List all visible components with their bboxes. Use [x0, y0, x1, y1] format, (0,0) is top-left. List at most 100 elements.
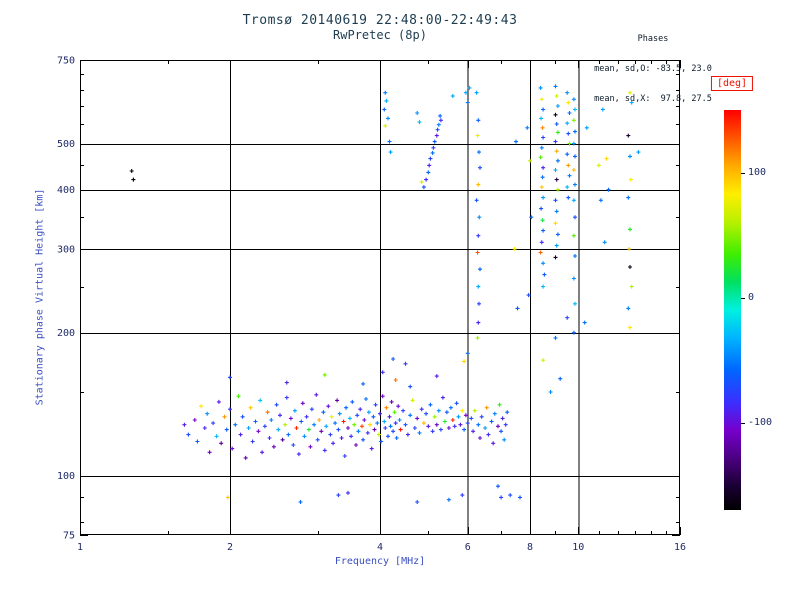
scatter-point	[391, 429, 396, 434]
scatter-point	[571, 330, 576, 335]
scatter-point	[224, 427, 229, 432]
scatter-point	[350, 399, 355, 404]
scatter-point	[408, 413, 413, 418]
scatter-point	[491, 441, 496, 446]
scatter-point	[478, 436, 482, 440]
scatter-point	[384, 98, 389, 103]
scatter-point	[248, 405, 253, 410]
scatter-point	[554, 209, 559, 214]
scatter-point	[419, 407, 424, 412]
scatter-point	[567, 173, 572, 178]
scatter-point	[250, 439, 255, 444]
scatter-point	[337, 411, 342, 416]
scatter-point	[565, 90, 570, 95]
scatter-point	[548, 390, 553, 394]
scatter-point	[469, 416, 474, 421]
scatter-point	[463, 90, 468, 95]
scatter-point	[476, 182, 481, 187]
scatter-point	[405, 432, 410, 437]
scatter-point	[628, 177, 633, 182]
scatter-point	[410, 398, 415, 403]
scatter-point	[372, 427, 377, 432]
scatter-point	[298, 500, 303, 504]
scatter-point	[288, 416, 293, 421]
scatter-point	[401, 408, 406, 413]
scatter-point	[182, 422, 187, 427]
scatter-point	[573, 129, 577, 134]
scatter-point	[465, 421, 470, 426]
scatter-point	[566, 195, 571, 200]
scatter-point	[361, 381, 366, 386]
scatter-point	[542, 272, 547, 277]
scatter-point	[274, 402, 279, 407]
scatter-point	[271, 444, 276, 449]
scatter-point	[475, 335, 480, 340]
x-tick-label: 2	[227, 542, 233, 553]
scatter-point	[366, 410, 371, 415]
plot-frame	[80, 60, 680, 535]
scatter-point	[373, 402, 378, 407]
scatter-point	[346, 426, 350, 430]
scatter-point	[629, 284, 634, 289]
scatter-point	[383, 90, 388, 95]
scatter-point	[324, 424, 329, 429]
scatter-point	[558, 376, 563, 381]
scatter-point	[384, 405, 389, 410]
scatter-point	[496, 424, 500, 429]
scatter-point	[211, 421, 216, 426]
scatter-point	[346, 490, 350, 495]
scatter-point	[465, 351, 470, 356]
scatter-point	[571, 198, 576, 203]
scatter-point	[376, 432, 381, 437]
scatter-point	[424, 411, 429, 416]
scatter-point	[499, 495, 504, 500]
scatter-point	[389, 399, 394, 404]
y-tick-label: 200	[57, 328, 75, 339]
scatter-point	[276, 427, 281, 432]
scatter-point	[566, 163, 571, 168]
scatter-point	[195, 439, 200, 444]
scatter-point	[319, 429, 324, 434]
scatter-point	[360, 424, 364, 429]
scatter-point	[192, 418, 197, 422]
scatter-point	[393, 421, 398, 426]
scatter-point	[214, 434, 219, 439]
scatter-point	[292, 408, 297, 413]
scatter-point	[484, 405, 489, 410]
scatter-point	[392, 410, 397, 415]
scatter-point	[361, 437, 366, 442]
scatter-point	[380, 394, 385, 399]
scatter-point	[454, 401, 459, 406]
scatter-point	[388, 150, 393, 155]
scatter-point	[606, 187, 611, 192]
scatter-point	[446, 497, 451, 502]
scatter-point	[525, 125, 530, 130]
scatter-point	[626, 133, 631, 138]
scatter-point	[573, 154, 577, 159]
scatter-point	[505, 410, 510, 415]
scatter-point	[465, 100, 470, 105]
scatter-point	[553, 168, 558, 172]
x-tick-label: 1	[77, 542, 83, 553]
scatter-point	[369, 446, 374, 451]
scatter-point	[553, 335, 558, 340]
scatter-point	[347, 416, 352, 421]
scatter-point	[219, 441, 224, 446]
scatter-point	[258, 398, 263, 403]
scatter-point	[386, 116, 390, 121]
scatter-point	[573, 107, 577, 112]
scatter-point	[362, 418, 367, 422]
scatter-point	[460, 493, 465, 498]
scatter-point	[424, 177, 429, 182]
scatter-point	[294, 426, 299, 430]
scatter-point	[421, 185, 426, 190]
scatter-point	[539, 185, 544, 190]
scatter-point	[515, 306, 520, 311]
scatter-point	[291, 443, 296, 447]
scatter-point	[412, 426, 417, 430]
scatter-point	[354, 443, 358, 447]
scatter-point	[489, 419, 494, 424]
x-tick-label: 4	[377, 542, 383, 553]
scatter-point	[571, 233, 576, 238]
